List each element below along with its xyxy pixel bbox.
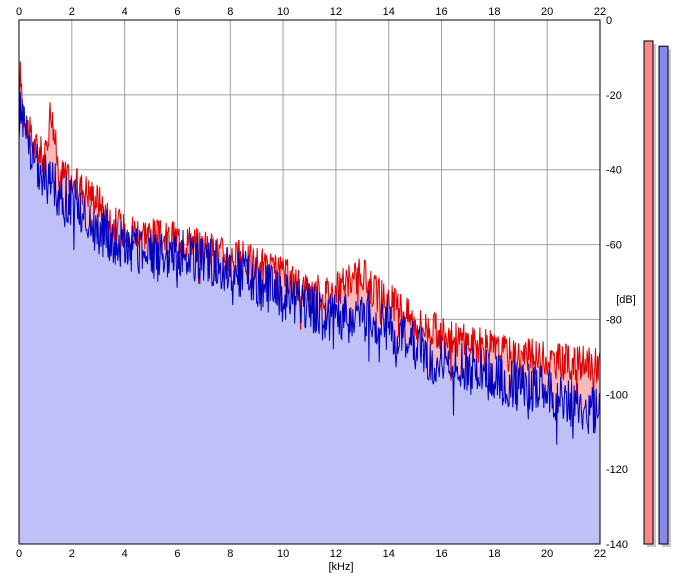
x-tick-bottom-11: 22: [594, 548, 606, 560]
x-tick-bottom-5: 10: [277, 548, 289, 560]
x-tick-bottom-2: 4: [122, 548, 128, 560]
x-tick-bottom-1: 2: [69, 548, 75, 560]
x-tick-top-0: 0: [16, 6, 22, 18]
x-axis-label: [kHz]: [328, 561, 353, 573]
level-meters: [643, 40, 671, 548]
y-tick-3: -60: [606, 240, 622, 252]
x-tick-top-1: 2: [69, 6, 75, 18]
x-tick-bottom-3: 6: [174, 548, 180, 560]
x-tick-top-3: 6: [174, 6, 180, 18]
y-tick-0: 0: [606, 15, 612, 27]
x-tick-bottom-7: 14: [383, 548, 395, 560]
x-tick-top-10: 20: [541, 6, 553, 18]
y-ticks: 0 -20 -40 -60 -80 -100 -120 -140: [606, 15, 628, 551]
x-tick-top-2: 4: [122, 6, 128, 18]
x-tick-top-8: 16: [435, 6, 447, 18]
y-axis-label: [dB]: [616, 294, 636, 306]
x-tick-top-9: 18: [488, 6, 500, 18]
x-tick-bottom-10: 20: [541, 548, 553, 560]
x-ticks-top: 0 2 4 6 8 10 12 14 16 18 20 22: [16, 6, 606, 18]
series-lines: [18, 61, 601, 445]
x-tick-top-11: 22: [594, 6, 606, 18]
series-1-fill: [19, 92, 600, 545]
y-tick-4: -80: [606, 314, 622, 326]
y-tick-1: -20: [606, 90, 622, 102]
x-tick-bottom-8: 16: [435, 548, 447, 560]
x-tick-bottom-4: 8: [227, 548, 233, 560]
plot-frame: [18, 19, 601, 545]
x-tick-bottom-6: 12: [330, 548, 342, 560]
x-tick-top-5: 10: [277, 6, 289, 18]
x-ticks-bottom: 0 2 4 6 8 10 12 14 16 18 20 22: [16, 548, 606, 560]
x-tick-bottom-9: 18: [488, 548, 500, 560]
series-0-line: [18, 61, 601, 405]
y-tick-5: -100: [606, 389, 628, 401]
y-tick-6: -120: [606, 464, 628, 476]
x-tick-top-7: 14: [383, 6, 395, 18]
right-channel-meter: [658, 45, 669, 545]
left-channel-meter: [643, 40, 654, 545]
x-tick-top-4: 8: [227, 6, 233, 18]
x-tick-bottom-0: 0: [16, 548, 22, 560]
series-1-line: [18, 92, 601, 445]
y-tick-7: -140: [606, 539, 628, 551]
x-tick-top-6: 12: [330, 6, 342, 18]
y-tick-2: -40: [606, 165, 622, 177]
